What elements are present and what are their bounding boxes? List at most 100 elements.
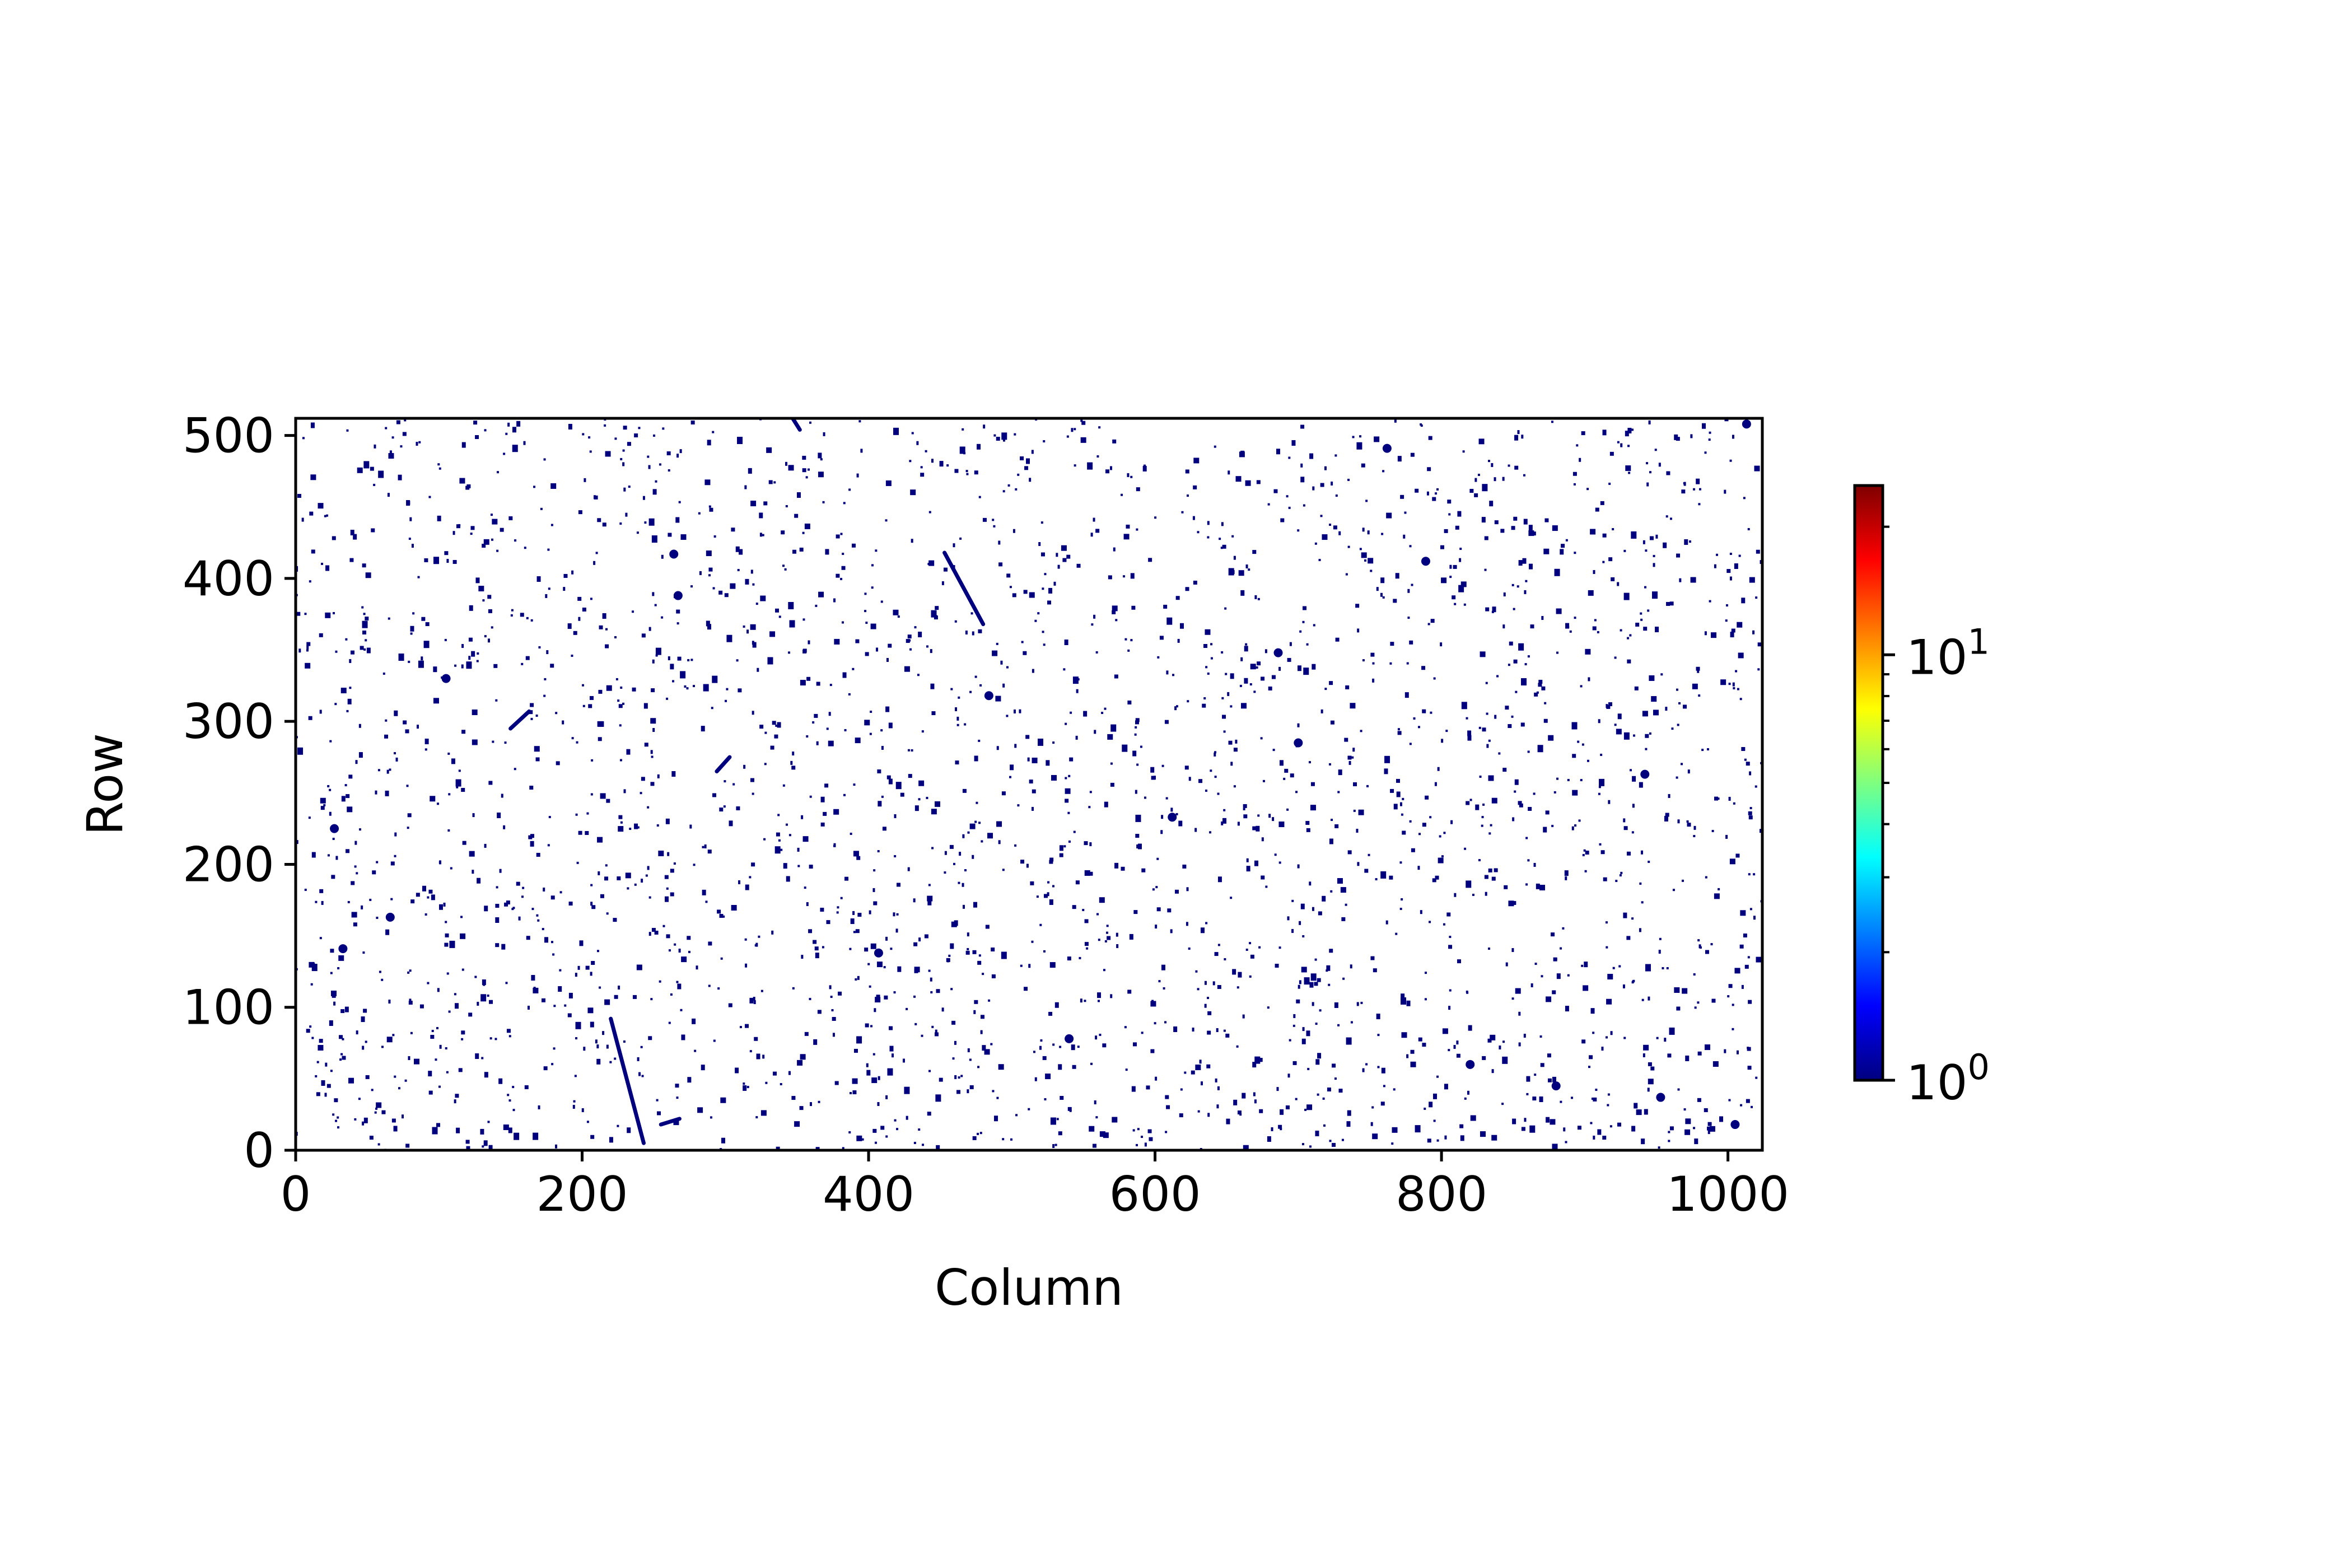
hit-pixel [873, 869, 876, 872]
hit-pixel [1184, 766, 1189, 770]
hit-pixel [849, 948, 852, 950]
hit-pixel [1584, 870, 1587, 872]
hit-pixel [1634, 1103, 1638, 1109]
hit-pixel [1436, 1075, 1439, 1078]
hit-pixel [913, 995, 916, 998]
hit-pixel [1590, 1008, 1595, 1014]
hit-pixel [824, 783, 829, 788]
hit-pixel [1084, 1000, 1086, 1002]
hit-pixel [1724, 418, 1729, 422]
hit-pixel [1580, 685, 1583, 688]
hit-pixel [1704, 631, 1707, 636]
hit-pixel [1207, 1011, 1212, 1015]
y-tick-label: 400 [183, 551, 274, 607]
hit-pixel [1448, 1006, 1451, 1010]
hit-pixel [860, 449, 863, 453]
y-tick-label: 0 [244, 1123, 274, 1179]
hit-pixel [719, 913, 724, 918]
hit-pixel [894, 428, 898, 433]
hit-pixel [688, 950, 690, 953]
hit-pixel [820, 822, 825, 827]
hit-pixel [632, 995, 637, 999]
hit-pixel [1284, 768, 1289, 773]
hit-pixel [1748, 873, 1751, 876]
hit-pixel [577, 596, 582, 601]
hit-pixel [1520, 722, 1525, 727]
hit-pixel [596, 1058, 601, 1065]
hit-pixel [1640, 618, 1643, 621]
hit-blob [1382, 444, 1392, 453]
hit-pixel [1341, 917, 1346, 921]
hit-pixel [606, 912, 609, 915]
hit-pixel [815, 1147, 820, 1150]
hit-pixel [449, 940, 455, 948]
hit-pixel [1155, 925, 1158, 929]
hit-pixel [1668, 1131, 1670, 1133]
hit-pixel [1029, 592, 1035, 598]
hit-pixel [1628, 472, 1631, 474]
hit-pixel [375, 1107, 378, 1110]
hit-pixel [512, 427, 516, 433]
hit-pixel [316, 1092, 320, 1096]
hit-pixel [732, 783, 735, 786]
hit-pixel [777, 814, 780, 816]
hit-pixel [1309, 982, 1314, 988]
hit-pixel [1386, 512, 1392, 519]
hit-pixel [750, 624, 756, 630]
hit-pixel [979, 1132, 982, 1135]
hit-pixel [1593, 570, 1595, 574]
hit-pixel [563, 587, 566, 591]
hit-pixel [617, 1124, 619, 1127]
hit-pixel [1214, 776, 1217, 778]
hit-pixel [848, 693, 851, 696]
hit-pixel [353, 922, 357, 927]
hit-pixel [1207, 521, 1210, 525]
hit-pixel [647, 455, 650, 458]
hit-pixel [345, 638, 348, 641]
hit-pixel [814, 946, 819, 951]
hit-pixel [1753, 916, 1756, 920]
hit-pixel [1709, 1126, 1715, 1132]
hit-pixel [618, 826, 624, 832]
hit-pixel [1594, 619, 1597, 622]
hit-pixel [701, 726, 705, 732]
hit-pixel [1364, 559, 1367, 562]
hit-pixel [856, 856, 861, 860]
hit-pixel [1090, 533, 1093, 537]
hit-pixel [1494, 868, 1498, 872]
hit-pixel [1617, 713, 1622, 720]
hit-pixel [1488, 832, 1491, 835]
hit-pixel [361, 905, 363, 909]
hit-pixel [1735, 670, 1738, 673]
hit-pixel [1491, 610, 1494, 613]
hit-pixel [922, 1144, 925, 1146]
hit-pixel [461, 788, 465, 792]
hit-pixel [1136, 487, 1140, 492]
hit-pixel [454, 993, 456, 996]
hit-pixel [766, 447, 772, 453]
hit-pixel [836, 534, 840, 539]
hit-pixel [836, 573, 840, 578]
hit-pixel [1407, 589, 1410, 593]
hit-pixel [518, 916, 521, 921]
x-tick-label: 800 [1396, 1166, 1487, 1222]
hit-pixel [605, 628, 608, 631]
hit-pixel [925, 450, 927, 452]
hit-pixel [1692, 683, 1698, 689]
hit-pixel [417, 576, 420, 578]
hit-pixel [1068, 774, 1071, 777]
hit-pixel [520, 613, 524, 617]
hit-pixel [1292, 1061, 1297, 1065]
hit-pixel [468, 1012, 473, 1017]
hit-pixel [543, 458, 546, 461]
hit-pixel [1322, 534, 1328, 540]
hit-pixel [1114, 674, 1118, 679]
hit-pixel [1306, 643, 1309, 646]
hit-pixel [1348, 760, 1351, 765]
hit-pixel [1427, 623, 1430, 626]
hit-pixel [794, 514, 799, 518]
hit-pixel [1547, 1078, 1552, 1082]
hit-pixel [1112, 1117, 1118, 1123]
hit-pixel [362, 620, 368, 628]
hit-pixel [1038, 738, 1044, 746]
